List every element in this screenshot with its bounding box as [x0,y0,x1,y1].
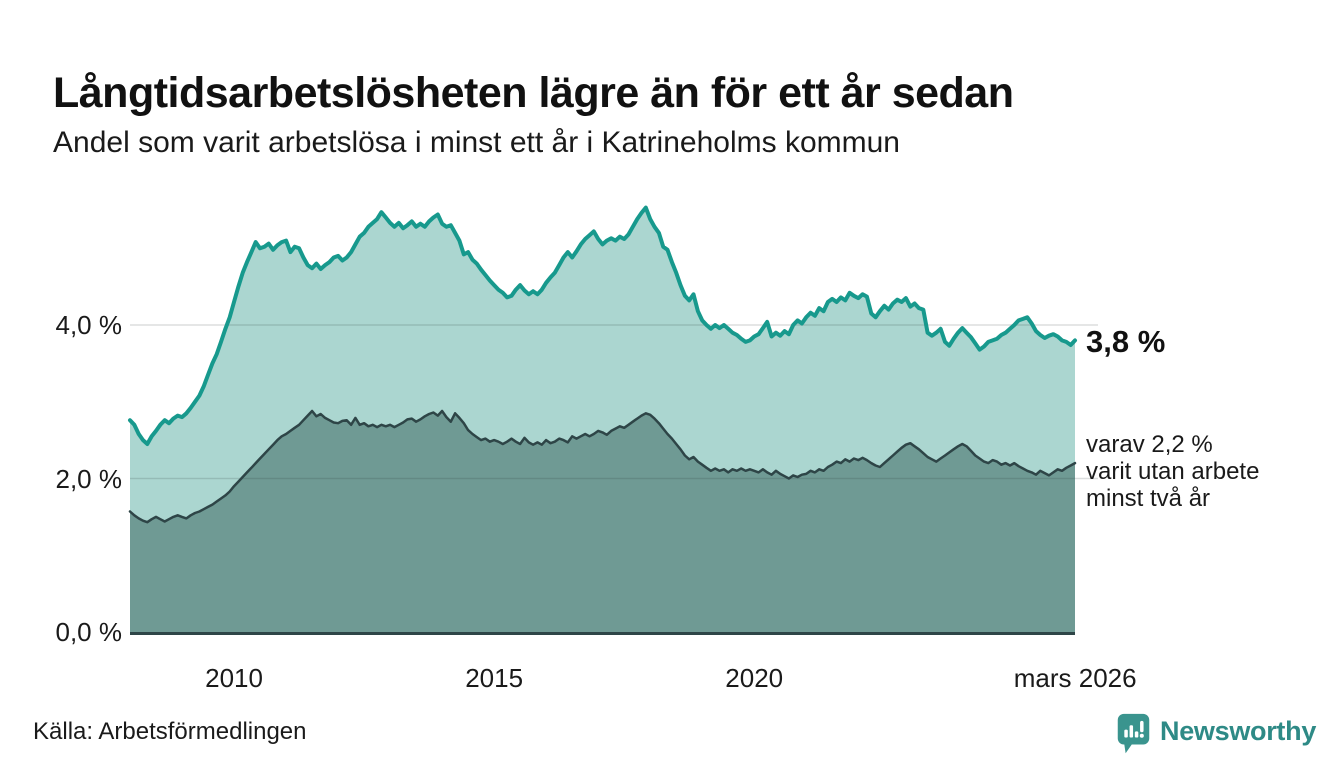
series-end-value-secondary: varav 2,2 % varit utan arbete minst två … [1086,431,1259,512]
secondary-line-1: varav 2,2 % [1086,431,1213,458]
y-tick-label: 2,0 % [55,463,123,494]
x-tick-label: mars 2026 [1013,663,1137,693]
secondary-line-2: varit utan arbete [1086,458,1260,485]
secondary-line-3: minst två år [1086,485,1211,512]
two-year-line [128,409,1077,524]
exclamation-dot [1139,733,1144,738]
chart-subtitle: Andel som varit arbetslösa i minst ett å… [53,126,900,159]
x-tick-label: 2010 [205,663,263,693]
y-tick-label: 4,0 % [55,310,123,340]
x-tick-label: 2020 [725,663,784,693]
two-year-area [130,411,1075,632]
source-credit: Källa: Arbetsförmedlingen [33,718,307,745]
x-tick-label: 2015 [465,663,524,693]
series-end-value-total: 3,8 % [1086,324,1166,359]
brand-name: Newsworthy [1160,716,1317,746]
newsworthy-logo[interactable]: Newsworthy [1116,711,1316,757]
newsworthy-bubble-icon [1117,713,1150,754]
bar-2 [1129,725,1134,738]
exclamation-bar [1140,720,1144,733]
total-line [128,205,1077,446]
y-tick-label: 0,0 % [55,617,123,647]
bar-1 [1124,729,1128,738]
page-title: Långtidsarbetslösheten lägre än för ett … [53,68,1014,117]
bubble-shape [1117,713,1150,754]
bar-3 [1134,731,1139,738]
